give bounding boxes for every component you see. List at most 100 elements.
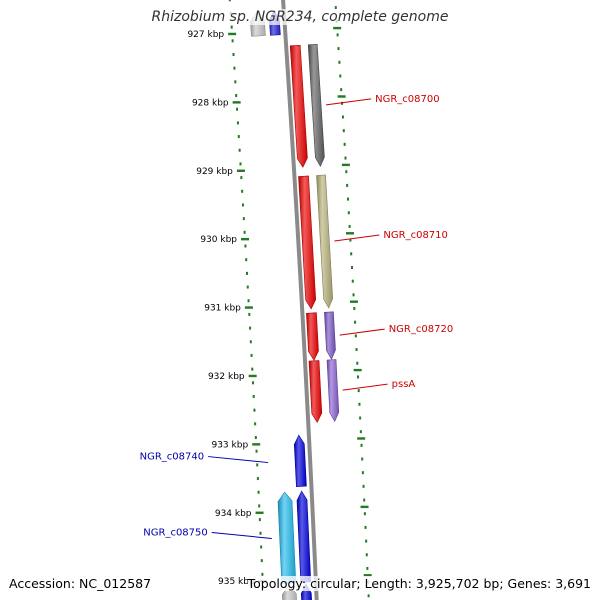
ring-dot [365,553,368,557]
feature-arrow-g4b[interactable] [326,359,340,423]
ring-dot [240,176,243,180]
ring-dot [252,394,255,398]
ring-dot [241,203,244,207]
ring-dot [236,107,239,111]
feature-label[interactable]: NGR_c08700 [375,94,440,105]
label-leader-line [334,234,380,242]
ring-dot [338,60,341,64]
tick-mark [353,368,362,372]
ring-dot [258,504,261,508]
ring-dot [260,545,263,549]
feature-label[interactable]: NGR_c08740 [140,452,205,463]
ring-dot [246,285,249,289]
tick-mark [232,101,241,104]
tick-mark [357,437,366,440]
ring-dot [259,531,262,535]
feature-arrow-g5[interactable] [293,434,307,488]
backbone-layer [281,0,319,600]
feature-arrow-g1b[interactable] [307,43,325,167]
ring-dot [357,389,360,393]
label-leader-line [342,383,388,391]
ring-dot [347,211,350,215]
ring-dot [366,566,369,570]
ring-dot [367,594,370,598]
ring-dot [361,471,364,475]
ring-dot [228,0,231,2]
ring-dot [361,457,364,461]
ring-dot [345,170,348,174]
ring-dot [234,80,237,84]
ring-dot [365,539,368,543]
tick-label: 929 kbp [196,167,233,177]
ring-dot [346,183,349,187]
tick-label: 930 kbp [200,235,237,245]
ring-dot [341,115,344,119]
summary-text: Topology: circular; Length: 3,925,702 bp… [247,576,591,591]
feature-arrow-z2[interactable] [300,583,312,600]
map-title: Rhizobium sp. NGR234, complete genome [0,9,600,25]
tick-mark [341,163,350,167]
ring-dot [258,518,261,522]
ring-dot [359,430,362,434]
feature-arrow-g6b[interactable] [277,491,297,584]
ring-dot [350,252,353,256]
ring-dot [243,230,246,234]
feature-arrow-g2[interactable] [298,175,317,310]
feature-arrow-z1[interactable] [281,584,297,600]
ring-dot [337,47,340,51]
feature-arrow-g1[interactable] [289,44,308,168]
feature-arrow-g3b[interactable] [324,311,336,360]
tick-layer: 927 kbp 928 kbp 929 kbp 930 kbp 931 kbp 932 k… [187,26,372,587]
feature-arrow-g6[interactable] [296,490,312,583]
ring-dot [256,477,259,481]
ring-dot [247,299,250,303]
tick-label: 931 kbp [204,304,241,314]
feature-arrow-g3[interactable] [306,312,319,361]
ring-dot [334,6,337,10]
tick-mark [363,574,372,577]
ring-dot [350,265,353,269]
ring-dot [257,490,260,494]
tick-mark [236,169,245,172]
ring-dot [363,512,366,516]
feature-label[interactable]: pssA [392,379,416,390]
ring-dot [250,353,253,357]
ring-dot [245,258,248,262]
ring-dot [342,129,345,133]
ring-dot [339,74,342,78]
feature-arrow-g2b[interactable] [316,174,334,309]
feature-layer [250,10,340,600]
ring-dot [336,33,339,37]
ring-dot [239,162,242,166]
feature-label[interactable]: NGR_c08750 [143,527,208,538]
tick-mark [244,306,253,309]
tick-mark [360,505,369,509]
feature-label[interactable]: NGR_c08710 [383,230,448,241]
feature-label[interactable]: NGR_c08720 [389,324,454,335]
ring-dot [254,422,257,426]
ring-dot [236,121,239,125]
ring-dot [362,484,365,488]
tick-mark [333,26,342,30]
ring-dot [354,320,357,324]
ring-dot [251,367,254,371]
ring-dot [230,25,233,29]
ring-dot [360,443,363,447]
ring-dot [254,436,257,440]
tick-label: 933 kbp [211,440,248,450]
ring-dot [358,402,361,406]
ring-dot [344,156,347,160]
ring-dot [248,312,251,316]
label-leader-line [326,98,372,106]
ring-dot [364,525,367,529]
tick-label: 928 kbp [192,98,229,108]
ring-dot [233,66,236,70]
feature-arrow-g4[interactable] [308,360,323,424]
ring-dot [352,293,355,297]
tick-mark [349,300,358,303]
ring-dot [356,361,359,365]
ring-dot [237,135,240,139]
accession-text: Accession: NC_012587 [9,576,152,591]
ring-dot [253,408,256,412]
ring-dot [357,375,360,379]
